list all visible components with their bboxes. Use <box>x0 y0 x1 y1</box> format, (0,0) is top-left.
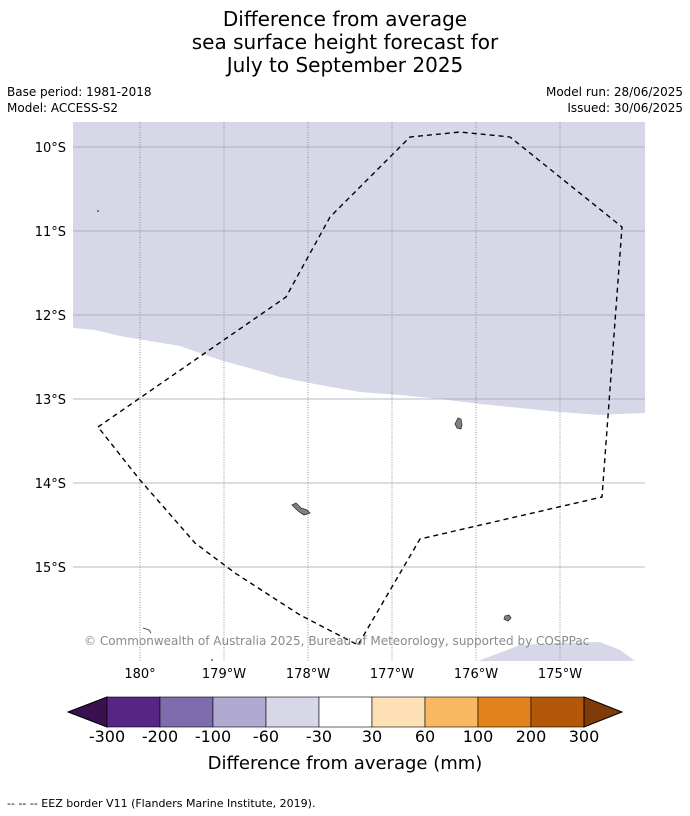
map-area: © Commonwealth of Australia 2025, Bureau… <box>73 122 645 661</box>
colorbar-swatch <box>424 696 479 728</box>
lat-label: 13°S <box>35 393 66 408</box>
islet-south <box>211 659 213 661</box>
issued-date: Issued: 30/06/2025 <box>567 101 683 115</box>
colorbar-title: Difference from average (mm) <box>207 753 483 774</box>
colorbar-tick: 60 <box>414 727 436 746</box>
lat-label: 12°S <box>35 309 66 324</box>
anomaly-region-north <box>73 122 645 415</box>
colorbar-tick: -200 <box>141 727 179 746</box>
islet-southwest <box>142 627 152 634</box>
lon-label: 178°W <box>286 667 330 682</box>
colorbar-swatch <box>159 696 214 728</box>
island-west <box>291 502 311 516</box>
lon-label: 180° <box>124 667 155 682</box>
lat-label: 15°S <box>35 561 66 576</box>
base-period: Base period: 1981-2018 <box>7 85 152 99</box>
map-title: Difference from average sea surface heig… <box>0 8 690 77</box>
colorbar-tick: -30 <box>305 727 333 746</box>
run-info: Model run: 28/06/2025 Issued: 30/06/2025 <box>546 84 683 116</box>
longitude-labels: 180° 179°W 178°W 177°W 176°W 175°W <box>124 667 582 682</box>
islet-north <box>97 210 99 212</box>
title-line-3: July to September 2025 <box>226 53 464 77</box>
colorbar-tick: -300 <box>88 727 126 746</box>
colorbar-tick: 200 <box>515 727 547 746</box>
island-east <box>454 417 463 430</box>
model-name: Model: ACCESS-S2 <box>7 101 119 115</box>
colorbar-low-extend <box>66 696 108 728</box>
colorbar-tick: 30 <box>361 727 383 746</box>
colorbar-swatch <box>371 696 426 728</box>
title-line-1: Difference from average <box>222 7 468 31</box>
eez-footnote: -- -- -- EEZ border V11 (Flanders Marine… <box>7 797 316 810</box>
islands <box>97 210 512 661</box>
colorbar-tick: 300 <box>568 727 600 746</box>
anomaly-region-southeast <box>478 642 635 661</box>
colorbar-swatch <box>477 696 532 728</box>
copyright-notice: © Commonwealth of Australia 2025, Bureau… <box>84 634 589 648</box>
island-south <box>503 614 512 622</box>
colorbar-tick: -100 <box>194 727 232 746</box>
latitude-gridlines <box>73 146 645 568</box>
title-line-2: sea surface height forecast for <box>191 30 499 54</box>
map-panel: © Commonwealth of Australia 2025, Bureau… <box>35 122 645 682</box>
colorbar-tick: -60 <box>252 727 280 746</box>
colorbar <box>66 696 624 728</box>
lon-label: 175°W <box>538 667 582 682</box>
colorbar-tick-labels: -300 -200 -100 -60 -30 30 60 100 200 300 <box>0 727 690 749</box>
colorbar-tick: 100 <box>462 727 494 746</box>
colorbar-swatch <box>265 696 320 728</box>
colorbar-swatch <box>318 696 373 728</box>
latitude-labels: 10°S 11°S 12°S 13°S 14°S 15°S <box>35 141 66 576</box>
lon-label: 177°W <box>370 667 414 682</box>
model-run-date: Model run: 28/06/2025 <box>545 85 683 99</box>
lon-label: 176°W <box>454 667 498 682</box>
lon-label: 179°W <box>202 667 246 682</box>
colorbar-swatch <box>106 696 161 728</box>
model-info: Base period: 1981-2018 Model: ACCESS-S2 <box>7 84 152 116</box>
lat-label: 11°S <box>35 225 66 240</box>
eez-border <box>96 131 623 646</box>
lat-label: 14°S <box>35 477 66 492</box>
colorbar-swatch <box>530 696 585 728</box>
lat-label: 10°S <box>35 141 66 156</box>
colorbar-high-extend <box>583 696 624 728</box>
colorbar-swatch <box>212 696 267 728</box>
